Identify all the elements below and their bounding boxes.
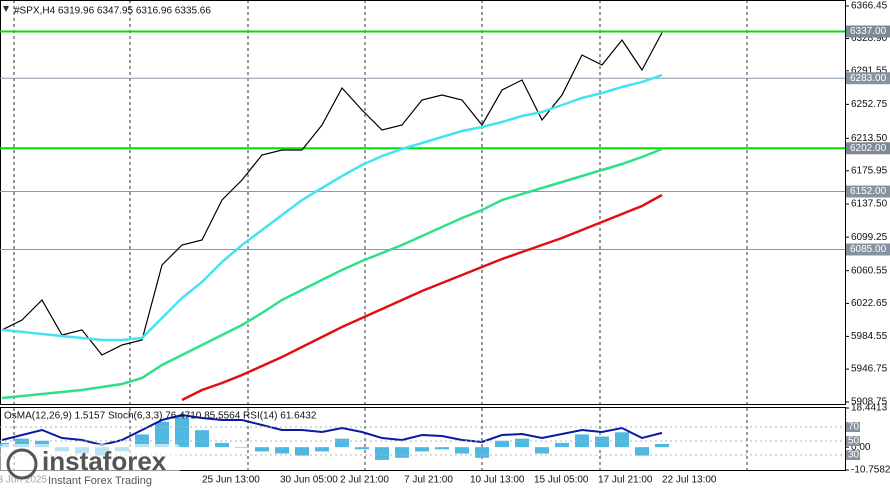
indicator-tick-label: 18.4413	[851, 403, 888, 414]
osma-bar	[495, 440, 509, 448]
osma-bar	[215, 442, 229, 448]
osma-bar	[595, 436, 609, 448]
rsi-level-bg	[846, 436, 860, 446]
osma-bar	[475, 447, 489, 458]
osma-bar	[615, 432, 629, 448]
y-tick-label: 5908.75	[851, 397, 888, 408]
y-tick-label: 5946.75	[851, 364, 888, 375]
level-label: 6085.00	[850, 244, 887, 255]
level-label: 6152.00	[850, 186, 887, 197]
osma-bar	[355, 447, 369, 450]
y-tick-label: 6328.90	[851, 33, 888, 44]
rsi-level-label: 50	[848, 436, 860, 447]
osma-bar	[435, 447, 449, 450]
series-line	[181, 193, 663, 402]
indicator-title: OsMA(12,26,9) 1.5157 Stoch(6,3,3) 76.471…	[4, 411, 317, 422]
rsi-level-bg	[846, 422, 860, 432]
y-tick-label: 6366.45	[851, 1, 888, 12]
y-tick-label: 6175.95	[851, 165, 888, 176]
level-label-bg	[846, 25, 890, 38]
rsi-level-label: 70	[848, 422, 860, 433]
y-tick-label: 6137.50	[851, 199, 888, 210]
level-label-bg	[846, 185, 890, 198]
y-tick-label: 6099.25	[851, 232, 888, 243]
level-label: 6202.00	[850, 143, 887, 154]
y-tick-label: 6252.75	[851, 99, 888, 110]
series-line	[1, 73, 663, 342]
watermark-bg	[0, 444, 180, 489]
osma-bar	[535, 447, 549, 454]
y-tick-label: 6022.65	[851, 298, 888, 309]
y-tick-label: 5984.55	[851, 331, 888, 342]
menu-icon	[3, 6, 9, 12]
rsi-level-bg	[846, 450, 860, 460]
x-tick-label: 10 Jul 13:00	[470, 475, 525, 486]
rsi-level-label: 30	[848, 450, 860, 461]
y-tick-label: 6213.50	[851, 133, 888, 144]
x-tick-label: 15 Jul 05:00	[534, 475, 589, 486]
x-tick-label: 2 Jul 21:00	[340, 475, 389, 486]
osma-bar	[635, 447, 649, 456]
osma-bar	[35, 440, 49, 448]
osma-bar	[195, 430, 209, 448]
x-tick-label: 17 Jul 21:00	[598, 475, 653, 486]
series-line	[1, 413, 663, 447]
x-tick-label: 22 Jul 13:00	[662, 475, 717, 486]
osma-bar	[335, 438, 349, 448]
osma-bar	[235, 447, 249, 448]
osma-bar	[255, 447, 269, 452]
osma-bar	[655, 443, 669, 448]
osma-bar	[515, 438, 529, 448]
osma-bar	[295, 447, 309, 456]
level-label-bg	[846, 243, 890, 256]
x-tick-label: 7 Jul 21:00	[404, 475, 453, 486]
watermark-logo	[6, 448, 38, 480]
main-panel	[0, 0, 846, 405]
osma-bar	[375, 447, 389, 460]
osma-bar	[415, 447, 429, 452]
osma-bar	[15, 438, 29, 448]
osma-bar	[175, 417, 189, 448]
chart-subtitle: 6319.96 6347.95 6316.96 6335.66	[58, 6, 211, 17]
chart-title: #SPX,H4	[14, 6, 56, 17]
y-tick-label: 6291.55	[851, 65, 888, 76]
x-tick-label: 25 Jun 13:00	[202, 475, 260, 486]
y-tick-label: 6060.55	[851, 265, 888, 276]
level-label-bg	[846, 142, 890, 155]
x-tick-label: 30 Jun 05:00	[280, 475, 338, 486]
level-label: 6337.00	[850, 26, 887, 37]
indicator-tick-label: 0.00	[851, 442, 871, 453]
osma-bar	[395, 447, 409, 458]
indicator-panel	[0, 407, 846, 471]
level-label: 6283.00	[850, 73, 887, 84]
osma-bar	[275, 447, 289, 454]
osma-bar	[455, 447, 469, 454]
indicator-tick-label: -10.7582	[851, 465, 890, 476]
osma-bar	[555, 442, 569, 448]
level-label-bg	[846, 72, 890, 85]
series-line	[1, 147, 663, 400]
osma-bar	[155, 421, 169, 448]
osma-bar	[315, 447, 329, 452]
watermark-brand: instaforex	[42, 446, 167, 476]
watermark-tagline: Instant Forex Trading	[48, 475, 152, 487]
